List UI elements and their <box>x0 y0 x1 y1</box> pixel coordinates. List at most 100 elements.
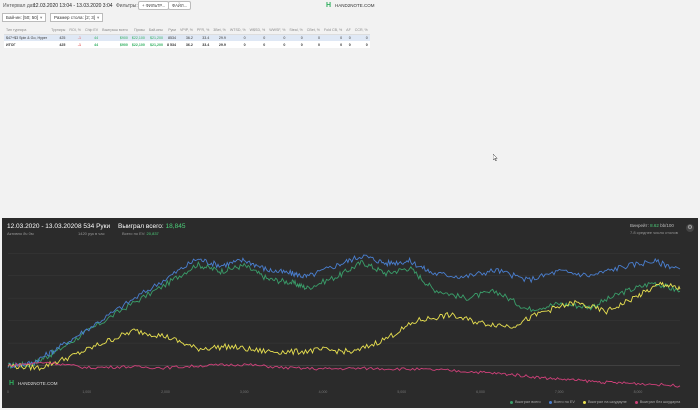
graph-avg-tables: 7.8 среднее число столов <box>630 230 678 235</box>
legend-item[interactable]: Выиграл на шоудауне <box>582 400 627 404</box>
table-cell: 36.2 <box>177 41 195 48</box>
profit-graph-panel: 0 1,000 2,000 3,000 4,000 5,000 6,000 7,000 8,00… <box>2 218 698 408</box>
x-tick-label: 0 <box>7 390 9 394</box>
table-cell: 36.2 <box>177 34 195 41</box>
table-cell: 29.9 <box>211 41 228 48</box>
graph-legend: Выиграл всего Всего по EV Выиграл на шоуда… <box>510 400 680 404</box>
table-cell: 44 <box>82 41 101 48</box>
column-header[interactable]: VPIP, % <box>177 26 195 35</box>
table-cell: $47+$3 Spin & Go, Hyper <box>4 34 50 41</box>
column-header[interactable]: Призы <box>129 26 147 35</box>
x-tick-label: 6,000 <box>476 390 485 394</box>
table-cell: 8534 <box>164 34 178 41</box>
table-cell: 0 <box>352 34 370 41</box>
table-cell: 425 <box>49 34 68 41</box>
table-cell: 0 <box>287 34 305 41</box>
x-tick-label: 7,000 <box>555 390 564 394</box>
table-cell: 0 <box>267 34 288 41</box>
x-tick-label: 2,000 <box>161 390 170 394</box>
table-cell: $900 <box>100 41 130 48</box>
graph-active-time: Активно 8ч 0м <box>7 231 34 236</box>
graph-hands-per-hour: 1420 рук в час <box>78 231 105 236</box>
table-cell: 0 <box>247 34 268 41</box>
table-cell: ИТОГ <box>4 41 50 48</box>
table-cell: 0 <box>227 34 248 41</box>
table-cell: 0 <box>344 41 353 48</box>
chevron-down-icon: ▾ <box>97 15 100 20</box>
column-header[interactable]: Турниры <box>49 26 68 35</box>
table-cell: 0 <box>227 41 248 48</box>
interval-label: Интервал дат: <box>3 3 37 9</box>
column-header[interactable]: WWSF, % <box>267 26 288 35</box>
x-tick-label: 8,000 <box>634 390 643 394</box>
graph-header: 12.03.2020 - 13.03.2020 Активно 8ч 0м 8 … <box>2 218 698 240</box>
table-cell: $21,200 <box>146 34 165 41</box>
column-header[interactable]: WTSD, % <box>227 26 248 35</box>
buyin-selector[interactable]: Бай-ин: [50; 50] ▾ <box>2 13 47 22</box>
legend-item[interactable]: Выиграл всего <box>510 400 541 404</box>
column-header[interactable]: AF <box>344 26 353 35</box>
plus-icon: + <box>142 3 146 8</box>
table-row[interactable]: $47+$3 Spin & Go, Hyper 425 -1 44 $900 $22,10… <box>4 34 370 41</box>
table-cell: 33.4 <box>194 34 212 41</box>
graph-won-total: Выиграл всего: 18,845 <box>118 223 186 230</box>
table-cell: -1 <box>67 41 83 48</box>
x-tick-label: 1,000 <box>82 390 91 394</box>
table-cell: $21,200 <box>146 41 165 48</box>
table-cell: 0 <box>344 34 353 41</box>
table-cell: $900 <box>100 34 130 41</box>
x-tick-label: 3,000 <box>240 390 249 394</box>
column-header[interactable]: 3Bet, % <box>211 26 228 35</box>
file-button[interactable]: ФАЙЛ... <box>168 1 192 10</box>
table-cell: 0 <box>321 41 345 48</box>
column-header[interactable]: Chip EV <box>82 26 101 35</box>
table-cell: -1 <box>67 34 83 41</box>
table-cell: 0 <box>321 34 345 41</box>
table-cell: 0 <box>287 41 305 48</box>
filter-button[interactable]: + ФИЛЬТР... <box>138 1 169 10</box>
stats-table: Тип турнира Турниры ROI, % Chip EV Выигрыш в… <box>4 26 370 48</box>
table-size-selector[interactable]: Размер стола: [2; 3] ▾ <box>50 13 104 22</box>
series-line <box>7 361 681 388</box>
column-header[interactable]: PFR, % <box>194 26 212 35</box>
legend-dot-icon <box>548 400 552 404</box>
column-header[interactable]: CCR, % <box>352 26 370 35</box>
table-cell: 425 <box>49 41 68 48</box>
table-cell: 0 <box>304 41 322 48</box>
legend-item[interactable]: Выиграл без шоудауна <box>634 400 680 404</box>
table-cell: 0 <box>247 41 268 48</box>
graph-winrate: Винрейт: 8.62 bb/100 <box>630 223 674 228</box>
graph-hands: 8 534 Руки <box>78 223 111 230</box>
app-logo: H HAND2NOTE.COM <box>326 2 375 9</box>
column-header[interactable]: Руки <box>164 26 178 35</box>
legend-dot-icon <box>510 400 513 404</box>
x-tick-label: 4,000 <box>319 390 328 394</box>
filters-label: Фильтры: <box>116 3 138 9</box>
column-header[interactable]: W$SD, % <box>247 26 268 35</box>
column-header[interactable]: Fold CB, % <box>321 26 345 35</box>
table-cell: 0 <box>267 41 288 48</box>
column-header[interactable]: Выигрыш всего <box>100 26 130 35</box>
series-line <box>7 254 681 369</box>
table-cell: $22,100 <box>129 34 147 41</box>
x-tick-label: 5,000 <box>397 390 406 394</box>
column-header[interactable]: Бай-ины <box>146 26 165 35</box>
h-logo-icon: H <box>9 380 15 387</box>
series-line <box>7 281 681 372</box>
graph-logo: H HAND2NOTE.COM <box>9 380 58 387</box>
chevron-down-icon: ▾ <box>39 15 43 20</box>
gear-icon[interactable]: ⚙ <box>686 224 694 232</box>
mouse-cursor-icon <box>493 154 498 161</box>
table-total-row[interactable]: ИТОГ 425 -1 44 $900 $22,100 $21,200 8 534 36.2 33… <box>4 41 370 48</box>
column-header[interactable]: Steal, % <box>287 26 305 35</box>
column-header[interactable]: CBet, % <box>304 26 322 35</box>
legend-item[interactable]: Всего по EV <box>548 400 575 404</box>
top-bar: Интервал дат: 12.03.2020 13:04 - 13.03.2… <box>0 0 700 12</box>
table-cell: 33.4 <box>194 41 212 48</box>
column-header[interactable]: Тип турнира <box>4 26 50 35</box>
interval-value[interactable]: 12.03.2020 13:04 - 13.03.2020 3:04 <box>33 3 113 9</box>
table-cell: 8 534 <box>164 41 178 48</box>
column-header[interactable]: ROI, % <box>67 26 83 35</box>
table-cell: 0 <box>304 34 322 41</box>
table-cell: 0 <box>352 41 370 48</box>
